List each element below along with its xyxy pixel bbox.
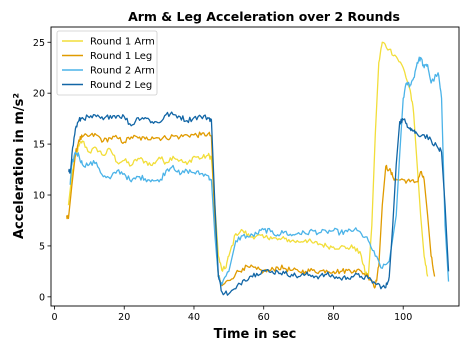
y-tick-label: 10	[33, 191, 45, 202]
plot-frame	[50, 26, 460, 307]
x-tick-label: 100	[394, 312, 412, 323]
y-tick-label: 20	[33, 89, 45, 100]
legend-entry-label: Round 1 Leg	[90, 51, 152, 62]
legend-entry-label: Round 2 Arm	[90, 66, 155, 77]
x-tick-label: 60	[258, 312, 270, 323]
legend: Round 1 Arm Round 1 Leg Round 2 Arm Round 2…	[56, 30, 158, 96]
x-tick-label: 20	[118, 312, 130, 323]
chart-title: Arm & Leg Acceleration over 2 Rounds	[128, 9, 400, 24]
y-tick-label: 15	[33, 140, 45, 151]
x-axis-label: Time in sec	[214, 327, 297, 342]
series-line-2	[66, 131, 436, 289]
series-layer	[66, 41, 450, 296]
legend-entry-label: Round 2 Leg	[90, 80, 152, 91]
y-axis-label: Acceleration in m/s²	[12, 93, 27, 239]
y-tick-label: 0	[39, 292, 45, 303]
x-tick-label: 80	[327, 312, 339, 323]
x-tick-label: 0	[51, 312, 57, 323]
legend-entry-label: Round 1 Arm	[90, 37, 155, 48]
legend-box	[56, 30, 158, 96]
x-tick-label: 40	[188, 312, 200, 323]
y-axis-ticks: 0 5 10 15 20 25	[33, 38, 51, 303]
y-tick-label: 25	[33, 38, 45, 49]
series-line-3	[69, 56, 450, 286]
y-tick-label: 5	[39, 241, 45, 252]
x-axis-ticks: 0 20 40 60 80 100	[51, 306, 412, 323]
series-line-4	[68, 111, 450, 296]
